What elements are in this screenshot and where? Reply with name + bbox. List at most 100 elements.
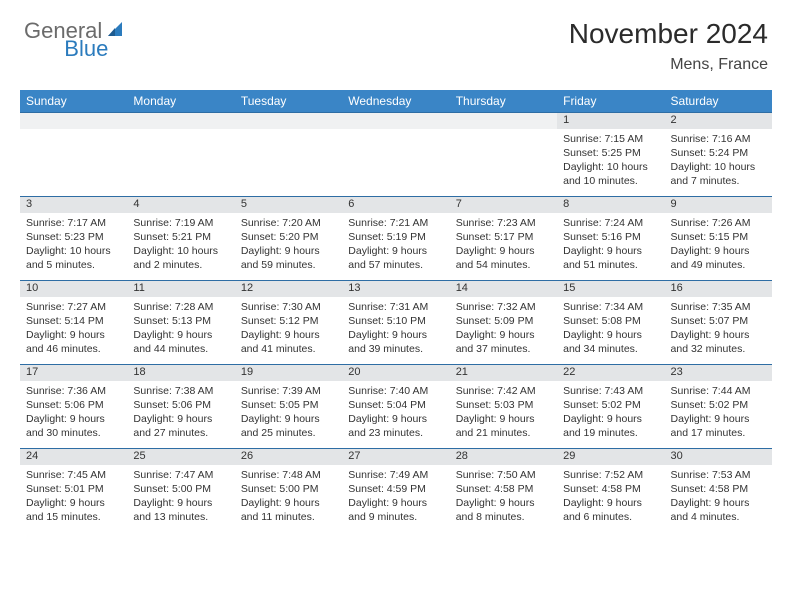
- day-daylight1: Daylight: 9 hours: [348, 244, 443, 258]
- day-sunset: Sunset: 5:00 PM: [241, 482, 336, 496]
- day-sunset: Sunset: 5:17 PM: [456, 230, 551, 244]
- day-sunset: Sunset: 5:24 PM: [671, 146, 766, 160]
- day-daylight2: and 9 minutes.: [348, 510, 443, 524]
- day-sunrise: Sunrise: 7:43 AM: [563, 384, 658, 398]
- day-content-cell: Sunrise: 7:23 AMSunset: 5:17 PMDaylight:…: [450, 213, 557, 281]
- day-daylight2: and 17 minutes.: [671, 426, 766, 440]
- day-sunrise: Sunrise: 7:30 AM: [241, 300, 336, 314]
- day-daylight2: and 30 minutes.: [26, 426, 121, 440]
- day-daylight1: Daylight: 9 hours: [456, 496, 551, 510]
- logo-sail-icon: [106, 20, 126, 43]
- day-sunset: Sunset: 5:02 PM: [563, 398, 658, 412]
- day-header: Monday: [127, 90, 234, 113]
- day-daylight1: Daylight: 9 hours: [671, 244, 766, 258]
- day-content-cell: Sunrise: 7:21 AMSunset: 5:19 PMDaylight:…: [342, 213, 449, 281]
- day-number-cell: 20: [342, 365, 449, 381]
- day-content-cell: Sunrise: 7:31 AMSunset: 5:10 PMDaylight:…: [342, 297, 449, 365]
- day-number-cell: 11: [127, 281, 234, 297]
- day-sunrise: Sunrise: 7:53 AM: [671, 468, 766, 482]
- day-daylight2: and 44 minutes.: [133, 342, 228, 356]
- day-content-cell: Sunrise: 7:17 AMSunset: 5:23 PMDaylight:…: [20, 213, 127, 281]
- day-sunset: Sunset: 5:16 PM: [563, 230, 658, 244]
- day-sunset: Sunset: 5:14 PM: [26, 314, 121, 328]
- day-sunrise: Sunrise: 7:36 AM: [26, 384, 121, 398]
- day-number-cell: 21: [450, 365, 557, 381]
- day-daylight1: Daylight: 9 hours: [456, 244, 551, 258]
- day-sunrise: Sunrise: 7:42 AM: [456, 384, 551, 398]
- day-header: Saturday: [665, 90, 772, 113]
- day-daylight2: and 25 minutes.: [241, 426, 336, 440]
- day-daylight1: Daylight: 9 hours: [26, 328, 121, 342]
- day-daylight1: Daylight: 9 hours: [671, 412, 766, 426]
- logo: General Blue: [24, 18, 152, 44]
- day-sunrise: Sunrise: 7:38 AM: [133, 384, 228, 398]
- day-daylight1: Daylight: 9 hours: [133, 328, 228, 342]
- header: General Blue November 2024 Mens, France: [0, 0, 792, 78]
- day-content-cell: Sunrise: 7:40 AMSunset: 5:04 PMDaylight:…: [342, 381, 449, 449]
- day-sunrise: Sunrise: 7:16 AM: [671, 132, 766, 146]
- day-content-cell: Sunrise: 7:36 AMSunset: 5:06 PMDaylight:…: [20, 381, 127, 449]
- location-label: Mens, France: [569, 56, 768, 74]
- month-title: November 2024: [569, 18, 768, 50]
- day-sunrise: Sunrise: 7:26 AM: [671, 216, 766, 230]
- day-sunset: Sunset: 5:09 PM: [456, 314, 551, 328]
- day-daylight2: and 49 minutes.: [671, 258, 766, 272]
- day-sunset: Sunset: 5:25 PM: [563, 146, 658, 160]
- day-content-cell: [235, 129, 342, 197]
- day-number-cell: 22: [557, 365, 664, 381]
- day-content-cell: Sunrise: 7:19 AMSunset: 5:21 PMDaylight:…: [127, 213, 234, 281]
- day-content-cell: Sunrise: 7:30 AMSunset: 5:12 PMDaylight:…: [235, 297, 342, 365]
- day-number-cell: 1: [557, 113, 664, 129]
- day-number-cell: 18: [127, 365, 234, 381]
- day-number-row: 17181920212223: [20, 365, 772, 381]
- day-daylight1: Daylight: 9 hours: [456, 328, 551, 342]
- day-content-cell: [20, 129, 127, 197]
- day-daylight2: and 57 minutes.: [348, 258, 443, 272]
- day-header: Wednesday: [342, 90, 449, 113]
- day-daylight2: and 27 minutes.: [133, 426, 228, 440]
- day-daylight2: and 5 minutes.: [26, 258, 121, 272]
- day-sunrise: Sunrise: 7:28 AM: [133, 300, 228, 314]
- day-sunset: Sunset: 5:06 PM: [26, 398, 121, 412]
- day-sunset: Sunset: 5:19 PM: [348, 230, 443, 244]
- day-sunrise: Sunrise: 7:15 AM: [563, 132, 658, 146]
- day-sunrise: Sunrise: 7:52 AM: [563, 468, 658, 482]
- day-number-row: 3456789: [20, 197, 772, 213]
- day-content-cell: Sunrise: 7:48 AMSunset: 5:00 PMDaylight:…: [235, 465, 342, 533]
- day-number-cell: [450, 113, 557, 129]
- day-daylight1: Daylight: 9 hours: [671, 328, 766, 342]
- day-number-cell: [235, 113, 342, 129]
- day-sunrise: Sunrise: 7:32 AM: [456, 300, 551, 314]
- day-sunset: Sunset: 5:13 PM: [133, 314, 228, 328]
- day-daylight1: Daylight: 10 hours: [26, 244, 121, 258]
- day-daylight2: and 7 minutes.: [671, 174, 766, 188]
- day-daylight2: and 46 minutes.: [26, 342, 121, 356]
- day-number-cell: 12: [235, 281, 342, 297]
- day-number-cell: [127, 113, 234, 129]
- day-number-cell: 26: [235, 449, 342, 465]
- day-daylight1: Daylight: 9 hours: [348, 328, 443, 342]
- day-sunrise: Sunrise: 7:39 AM: [241, 384, 336, 398]
- day-number-cell: 14: [450, 281, 557, 297]
- day-number-cell: 7: [450, 197, 557, 213]
- day-content-cell: Sunrise: 7:34 AMSunset: 5:08 PMDaylight:…: [557, 297, 664, 365]
- day-daylight2: and 59 minutes.: [241, 258, 336, 272]
- day-sunrise: Sunrise: 7:27 AM: [26, 300, 121, 314]
- day-header: Friday: [557, 90, 664, 113]
- day-daylight2: and 2 minutes.: [133, 258, 228, 272]
- day-daylight2: and 51 minutes.: [563, 258, 658, 272]
- day-sunset: Sunset: 5:10 PM: [348, 314, 443, 328]
- day-sunrise: Sunrise: 7:44 AM: [671, 384, 766, 398]
- day-sunset: Sunset: 5:05 PM: [241, 398, 336, 412]
- day-sunset: Sunset: 5:06 PM: [133, 398, 228, 412]
- day-number-cell: 23: [665, 365, 772, 381]
- day-sunrise: Sunrise: 7:34 AM: [563, 300, 658, 314]
- day-header: Sunday: [20, 90, 127, 113]
- day-sunrise: Sunrise: 7:50 AM: [456, 468, 551, 482]
- day-content-cell: Sunrise: 7:16 AMSunset: 5:24 PMDaylight:…: [665, 129, 772, 197]
- day-sunset: Sunset: 4:59 PM: [348, 482, 443, 496]
- day-sunrise: Sunrise: 7:40 AM: [348, 384, 443, 398]
- day-header: Thursday: [450, 90, 557, 113]
- day-daylight1: Daylight: 9 hours: [348, 412, 443, 426]
- day-sunset: Sunset: 5:23 PM: [26, 230, 121, 244]
